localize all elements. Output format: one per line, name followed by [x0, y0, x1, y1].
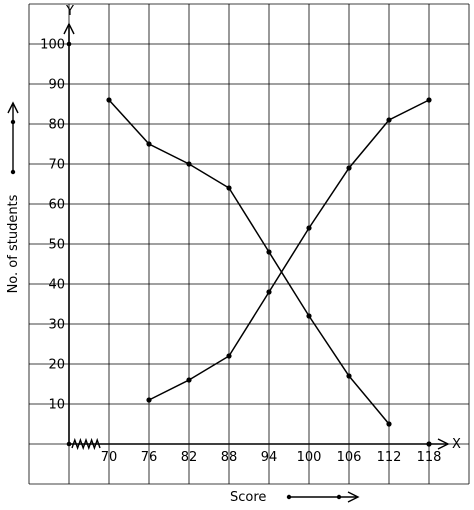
- y-direction-arrow-dot: [10, 169, 16, 175]
- grid: [28, 3, 470, 485]
- data-point: [226, 185, 232, 191]
- x-tick-label: 94: [261, 450, 278, 465]
- x-tick-label: 118: [417, 450, 442, 465]
- data-point: [306, 225, 312, 231]
- x-tick-label: 100: [297, 450, 322, 465]
- x-axis-letter: X: [452, 437, 461, 452]
- x-tick-label: 88: [221, 450, 238, 465]
- y-tick-label: 40: [48, 278, 65, 293]
- x-axis-arrow: [437, 438, 450, 450]
- data-point: [386, 117, 392, 123]
- data-point: [226, 353, 232, 359]
- series-line-1: [108, 99, 390, 425]
- data-point: [306, 313, 312, 319]
- decorations: [7, 101, 360, 503]
- data-point: [346, 165, 352, 171]
- data-point: [346, 373, 352, 379]
- y-axis-arrow: [63, 22, 75, 35]
- data-point: [386, 421, 392, 427]
- y-tick-label: 50: [48, 238, 65, 253]
- axes: [63, 22, 450, 451]
- data-point: [266, 289, 272, 295]
- data-point: [106, 97, 112, 103]
- x-tick-label: 82: [181, 450, 198, 465]
- x-tick-label: 106: [337, 450, 362, 465]
- x-tick-label: 76: [141, 450, 158, 465]
- series-line-2: [148, 99, 430, 401]
- data-point: [426, 441, 432, 447]
- y-direction-arrow-dot: [10, 119, 16, 125]
- y-tick-label: 90: [48, 78, 65, 93]
- y-tick-label: 100: [40, 38, 65, 53]
- y-tick-label: 30: [48, 318, 65, 333]
- data-point: [146, 397, 152, 403]
- y-axis-label: No. of students: [6, 194, 21, 293]
- y-tick-label: 20: [48, 358, 65, 373]
- data-point: [186, 377, 192, 383]
- x-tick-label: 112: [377, 450, 402, 465]
- x-axis-label: Score: [230, 490, 266, 505]
- origin-point: [66, 441, 72, 447]
- y-tick-label: 60: [48, 198, 65, 213]
- tick-labels: 70 76 82 88 94 100 106 112 118 10 20 30 40 50 60 70 80 90…: [40, 38, 441, 466]
- y-axis-letter: Y: [65, 4, 74, 19]
- data-point: [146, 141, 152, 147]
- data-point: [266, 249, 272, 255]
- y-axis-top-point: [66, 41, 72, 47]
- x-tick-label: 70: [101, 450, 118, 465]
- y-tick-label: 80: [48, 118, 65, 133]
- data-point: [186, 161, 192, 167]
- x-direction-arrow-dot: [336, 494, 342, 500]
- y-tick-label: 70: [48, 158, 65, 173]
- axis-break-zigzag: [71, 437, 101, 451]
- data-point: [426, 97, 432, 103]
- series-group: [106, 97, 432, 447]
- x-direction-arrow-head: [347, 491, 360, 503]
- x-direction-arrow-dot: [286, 494, 292, 500]
- y-tick-label: 10: [48, 398, 65, 413]
- y-direction-arrow-head: [7, 101, 19, 114]
